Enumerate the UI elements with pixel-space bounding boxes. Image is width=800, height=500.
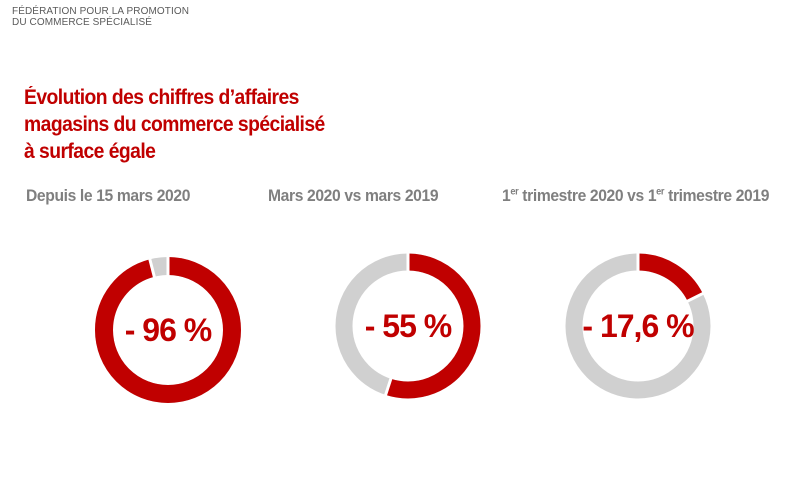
subtitle-part: trimestre 2019	[664, 186, 770, 205]
chart-2-subtitle: Mars 2020 vs mars 2019	[268, 186, 439, 205]
organization-line-1: FÉDÉRATION POUR LA PROMOTION	[12, 6, 190, 17]
donut-segment-separator	[148, 257, 157, 279]
donut-chart-2-svg	[335, 252, 481, 399]
donut-segment-separator	[686, 291, 705, 303]
subtitle-superscript: er	[510, 186, 519, 198]
donut-chart-3-value: - 17,6 %	[582, 307, 694, 344]
donut-chart-2: - 55 %	[328, 246, 488, 406]
subtitle-part: 1	[502, 186, 511, 205]
title-line-1: Évolution des chiffres d’affaires	[24, 86, 299, 109]
donut-segment-separator	[383, 377, 393, 397]
donut-chart-2-value: - 55 %	[364, 307, 452, 344]
donut-chart-1-svg	[95, 256, 241, 403]
donut-chart-1-value: - 96 %	[124, 311, 212, 348]
chart-1-subtitle: Depuis le 15 mars 2020	[26, 186, 191, 205]
subtitle-superscript: er	[656, 186, 665, 198]
organization-line-2: DU COMMERCE SPÉCIALISÉ	[12, 17, 153, 28]
chart-3-subtitle: 1er trimestre 2020 vs 1er trimestre 2019	[502, 186, 769, 206]
donut-chart-3: - 17,6 %	[558, 246, 718, 406]
donut-chart-1: - 96 %	[88, 250, 248, 410]
title-line-2: magasins du commerce spécialisé	[24, 113, 325, 136]
organization-name: FÉDÉRATION POUR LA PROMOTION DU COMMERCE…	[12, 6, 189, 28]
donut-chart-3-svg	[565, 252, 711, 399]
page-title: Évolution des chiffres d’affaires magasi…	[24, 84, 325, 165]
subtitle-part: trimestre 2020 vs 1	[518, 186, 657, 205]
title-line-3: à surface égale	[24, 140, 156, 163]
